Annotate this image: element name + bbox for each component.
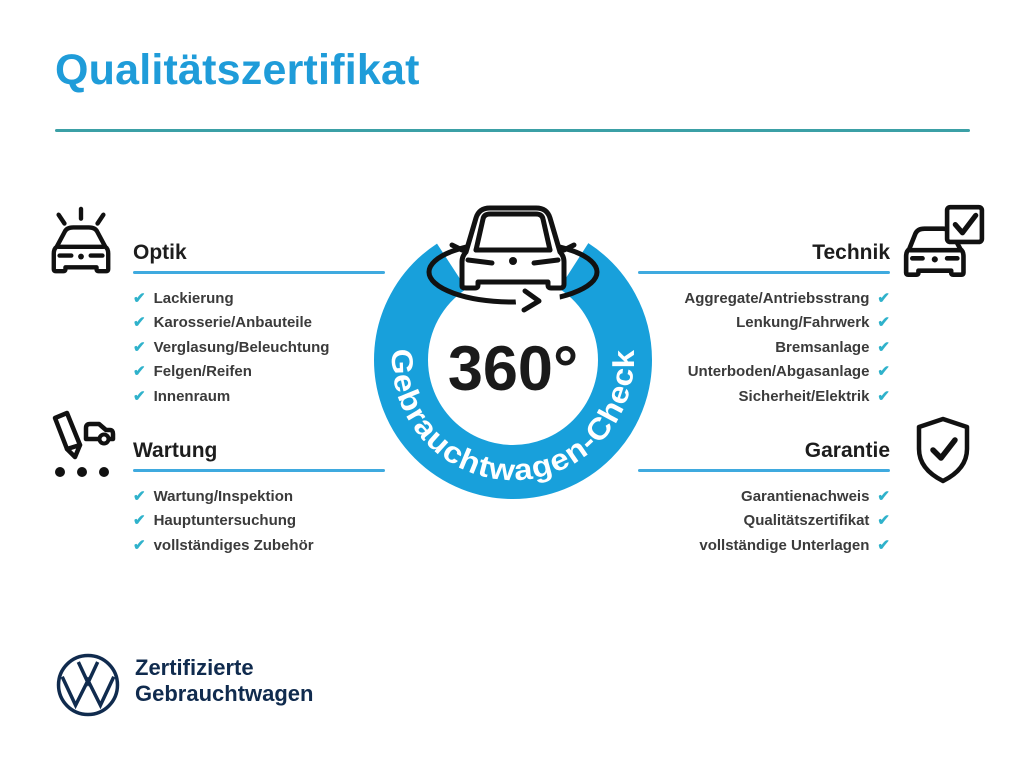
check-icon: ✔ xyxy=(133,338,146,356)
item-label: vollständige Unterlagen xyxy=(699,536,870,554)
list-item: Aggregate/Antriebsstrang ✔ xyxy=(628,286,890,311)
list-item: ✔ Wartung/Inspektion xyxy=(133,484,395,509)
list-item: ✔ Felgen/Reifen xyxy=(133,360,395,385)
check-icon: ✔ xyxy=(877,314,890,332)
list-item: Garantienachweis ✔ xyxy=(628,484,890,509)
check-icon: ✔ xyxy=(877,536,890,554)
check-icon: ✔ xyxy=(877,487,890,505)
section-divider-wartung xyxy=(133,469,385,472)
item-label: vollständiges Zubehör xyxy=(153,536,314,554)
check-icon: ✔ xyxy=(877,387,890,405)
service-pencil-car-icon xyxy=(52,410,116,477)
item-label: Lackierung xyxy=(153,289,234,307)
item-label: Innenraum xyxy=(153,387,231,405)
technik-items: Aggregate/Antriebsstrang ✔ Lenkung/Fahrwe… xyxy=(628,286,890,409)
car-checkbox-icon xyxy=(903,204,985,278)
wartung-items: ✔ Wartung/Inspektion ✔ Hauptuntersuchung ✔… xyxy=(133,484,395,558)
check-icon: ✔ xyxy=(133,314,146,332)
list-item: vollständige Unterlagen ✔ xyxy=(628,533,890,558)
ring xyxy=(374,221,652,499)
brand-line2: Gebrauchtwagen xyxy=(135,681,314,706)
vw-logo xyxy=(56,653,120,717)
item-label: Garantienachweis xyxy=(741,487,870,505)
list-item: ✔ Lackierung xyxy=(133,286,395,311)
item-label: Hauptuntersuchung xyxy=(153,512,297,530)
shield-check-icon xyxy=(916,416,970,484)
list-item: Lenkung/Fahrwerk ✔ xyxy=(628,311,890,336)
check-icon: ✔ xyxy=(133,487,146,505)
car-rotation-icon xyxy=(426,205,600,313)
check-icon: ✔ xyxy=(877,512,890,530)
brand-text: Zertifizierte Gebrauchtwagen xyxy=(135,655,313,707)
check-icon: ✔ xyxy=(133,363,146,381)
brand-line1: Zertifizierte xyxy=(135,655,254,680)
title-divider xyxy=(55,129,970,132)
list-item: ✔ vollständiges Zubehör xyxy=(133,533,395,558)
sparkling-car-icon xyxy=(51,206,111,274)
item-label: Sicherheit/Elektrik xyxy=(738,387,870,405)
garantie-items: Garantienachweis ✔ Qualitätszertifikat ✔ v… xyxy=(628,484,890,558)
list-item: ✔ Karosserie/Anbauteile xyxy=(133,311,395,336)
check-icon: ✔ xyxy=(133,512,146,530)
item-label: Bremsanlage xyxy=(775,338,870,356)
section-title-wartung: Wartung xyxy=(133,439,218,462)
list-item: ✔ Innenraum xyxy=(133,384,395,409)
item-label: Karosserie/Anbauteile xyxy=(153,314,312,332)
degrees-label: 360° xyxy=(448,334,578,404)
list-item: ✔ Verglasung/Beleuchtung xyxy=(133,335,395,360)
item-label: Wartung/Inspektion xyxy=(153,487,294,505)
check-icon: ✔ xyxy=(133,536,146,554)
section-divider-technik xyxy=(638,271,890,274)
optik-items: ✔ Lackierung ✔ Karosserie/Anbauteile ✔ Verg… xyxy=(133,286,395,409)
check-icon: ✔ xyxy=(877,363,890,381)
section-title-technik: Technik xyxy=(812,241,890,264)
check-icon: ✔ xyxy=(877,289,890,307)
check-icon: ✔ xyxy=(133,289,146,307)
item-label: Qualitätszertifikat xyxy=(743,512,870,530)
section-title-garantie: Garantie xyxy=(804,439,890,462)
list-item: ✔ Hauptuntersuchung xyxy=(133,509,395,534)
list-item: Unterboden/Abgasanlage ✔ xyxy=(628,360,890,385)
item-label: Aggregate/Antriebsstrang xyxy=(684,289,870,307)
check-icon: ✔ xyxy=(133,387,146,405)
check-icon: ✔ xyxy=(877,338,890,356)
list-item: Qualitätszertifikat ✔ xyxy=(628,509,890,534)
badge-360-check: Gebrauchtwagen-Check 360° xyxy=(374,205,652,499)
section-divider-optik xyxy=(133,271,385,274)
item-label: Unterboden/Abgasanlage xyxy=(687,363,870,381)
section-divider-garantie xyxy=(638,469,890,472)
item-label: Verglasung/Beleuchtung xyxy=(153,338,330,356)
list-item: Sicherheit/Elektrik ✔ xyxy=(628,384,890,409)
section-title-optik: Optik xyxy=(133,241,187,264)
page-title: Qualitätszertifikat xyxy=(55,46,420,94)
list-item: Bremsanlage ✔ xyxy=(628,335,890,360)
item-label: Lenkung/Fahrwerk xyxy=(736,314,870,332)
item-label: Felgen/Reifen xyxy=(153,363,252,381)
